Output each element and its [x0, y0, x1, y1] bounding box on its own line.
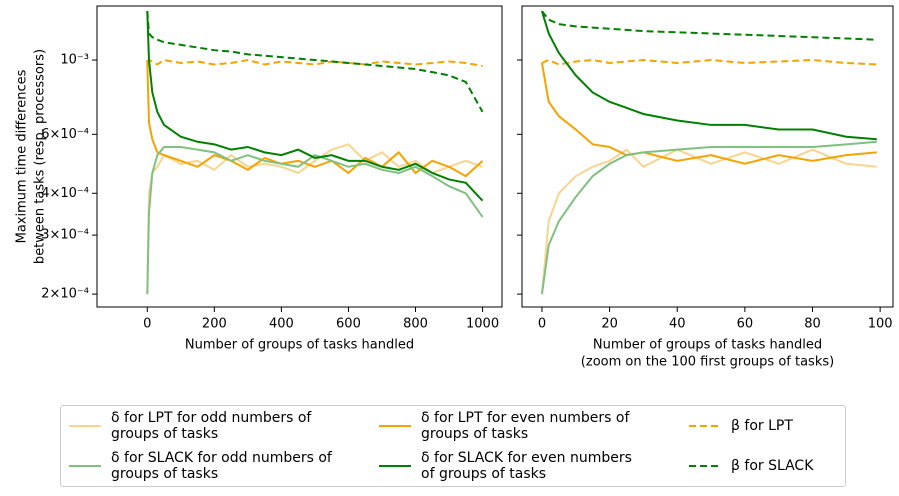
series-line: [540, 62, 877, 165]
x-tick-label: 200: [202, 317, 227, 332]
legend-label: δ for SLACK for odd numbers of groups of…: [111, 450, 332, 482]
series-line: [146, 60, 484, 178]
plot-frame: [96, 5, 503, 308]
plot-frame: [521, 5, 894, 308]
legend-label: δ for LPT for even numbers of groups of …: [421, 410, 630, 442]
y-axis-label: between tasks (resp. processors): [33, 49, 48, 264]
x-axis-label: (zoom on the 100 first groups of tasks): [581, 355, 834, 370]
legend-label: δ for LPT for odd numbers of groups of t…: [111, 410, 312, 442]
legend-label: δ for SLACK for even numbers of groups o…: [421, 450, 632, 482]
x-tick-label: 1000: [466, 317, 499, 332]
legend-label: β for LPT: [731, 418, 793, 434]
series-line: [146, 11, 484, 202]
legend-swatch: [689, 465, 721, 467]
x-tick-label: 0: [538, 317, 546, 332]
x-tick-label: 600: [336, 317, 361, 332]
x-tick-label: 800: [403, 317, 428, 332]
chart: 0 200 400 600 800 10002×10⁻⁴3×10⁻⁴4×10⁻⁴6×10⁻…: [15, 5, 894, 370]
x-tick-label: 400: [269, 317, 294, 332]
series-line: [146, 58, 483, 67]
x-tick-label: 20: [601, 317, 618, 332]
series-line: [540, 10, 877, 141]
series-line: [540, 148, 877, 295]
x-axis-label: Number of groups of tasks handled: [185, 338, 414, 353]
y-tick-label: 6×10⁻⁴: [41, 127, 89, 142]
legend-swatch: [69, 425, 101, 427]
legend-entry: β for LPT: [681, 418, 841, 434]
series-line: [146, 11, 484, 113]
legend-entry: δ for SLACK for odd numbers of groups of…: [61, 450, 371, 482]
legend: δ for LPT for odd numbers of groups of t…: [60, 405, 846, 487]
series-line: [146, 143, 483, 295]
legend-swatch: [69, 465, 101, 467]
y-axis-label: Maximum time differences: [15, 69, 30, 243]
legend-entry: δ for LPT for even numbers of groups of …: [371, 410, 681, 442]
series-line: [541, 58, 877, 66]
legend-label: β for SLACK: [731, 458, 814, 474]
y-tick-label: 10⁻³: [60, 53, 89, 68]
legend-entry: δ for SLACK for even numbers of groups o…: [371, 450, 681, 482]
series-line: [541, 10, 877, 41]
legend-entry: β for SLACK: [681, 458, 841, 474]
x-tick-label: 40: [669, 317, 686, 332]
x-tick-label: 0: [143, 317, 151, 332]
x-axis-label: Number of groups of tasks handled: [593, 338, 822, 353]
y-tick-label: 4×10⁻⁴: [41, 186, 89, 201]
legend-swatch: [379, 425, 411, 427]
x-tick-label: 100: [868, 317, 893, 332]
legend-swatch: [689, 425, 721, 427]
x-tick-label: 80: [804, 317, 821, 332]
x-tick-label: 60: [737, 317, 754, 332]
series-line: [540, 140, 877, 295]
legend-swatch: [379, 465, 411, 467]
y-tick-label: 2×10⁻⁴: [41, 287, 89, 302]
legend-entry: δ for LPT for odd numbers of groups of t…: [61, 410, 371, 442]
y-tick-label: 3×10⁻⁴: [41, 228, 89, 243]
series-line: [146, 145, 484, 295]
